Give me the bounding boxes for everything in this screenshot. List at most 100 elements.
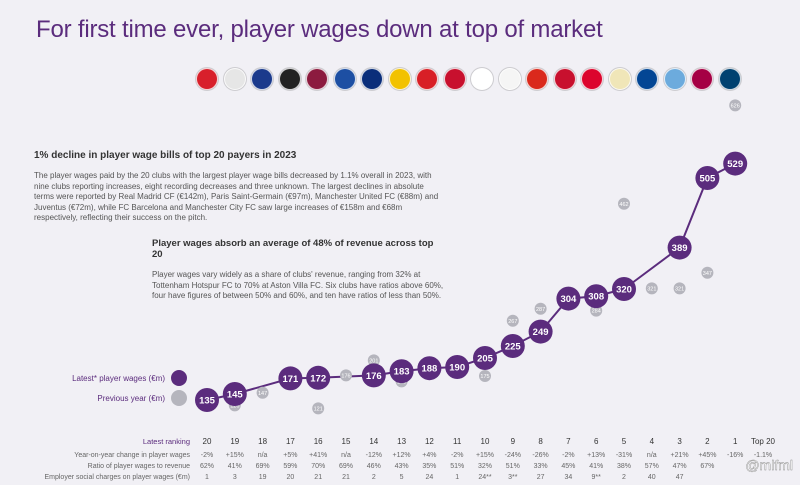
latest-wages-point	[445, 355, 470, 379]
table-cell: -2%	[562, 452, 574, 459]
latest-wages-line	[206, 162, 736, 401]
club-crest-row	[0, 0, 800, 100]
rank-cell: 7	[566, 437, 571, 446]
previous-year-point	[479, 370, 491, 382]
revenue-ratio-section: Player wages absorb an average of 48% of…	[152, 238, 444, 302]
table-cell: 21	[314, 474, 322, 481]
table-cell: -31%	[616, 452, 632, 459]
leicester-crest-icon	[333, 68, 356, 90]
rank-cell: Top 20	[751, 437, 776, 446]
latest-wages-label: 135	[199, 396, 216, 407]
latest-wages-label: 205	[477, 354, 494, 365]
table-cell: 45%	[561, 463, 575, 470]
section-body: The player wages paid by the 20 clubs wi…	[34, 171, 439, 222]
table-cell: 19	[259, 474, 267, 481]
previous-year-label: 147	[258, 391, 267, 397]
previous-year-label: 284	[592, 309, 601, 315]
latest-wages-point	[278, 366, 303, 391]
legend-previous-swatch	[171, 390, 187, 406]
previous-year-label: 126	[230, 403, 239, 409]
latest-wages-label: 176	[366, 371, 382, 382]
table-cell: 67%	[700, 463, 714, 470]
previous-year-label: 176	[341, 373, 350, 379]
previous-year-point	[506, 314, 519, 327]
previous-year-label: 287	[536, 307, 545, 313]
latest-wages-point	[361, 363, 386, 388]
table-cell: 21	[342, 474, 350, 481]
inter-crest-icon	[361, 68, 383, 90]
table-cell: n/a	[647, 452, 657, 459]
rank-cell: 15	[342, 437, 351, 446]
everton-crest-icon	[251, 68, 273, 90]
table-cell: +4%	[422, 452, 436, 459]
table-cell: 24	[426, 474, 434, 481]
table-cell: 41%	[589, 463, 603, 470]
stats-table: 20 19 18 17 16 15 14 13 12 11 10 9 8 7 6 5 4 3 2 1 Top 20-2%…	[200, 437, 776, 481]
table-cell: 27	[537, 474, 545, 481]
rank-cell: 11	[453, 437, 462, 446]
table-cell: +41%	[309, 452, 327, 459]
latest-wages-point	[222, 382, 247, 406]
rank-cell: 10	[481, 437, 490, 446]
previous-year-label: 321	[647, 286, 656, 292]
previous-year-point	[534, 302, 547, 315]
table-cell: 2	[622, 474, 626, 481]
rank-cell: 13	[397, 437, 406, 446]
latest-wages-label: 320	[616, 285, 632, 296]
rank-cell: 16	[314, 437, 323, 446]
table-cell: 40	[648, 474, 656, 481]
previous-year-label: 267	[508, 319, 517, 325]
table-cell: +13%	[587, 452, 605, 459]
previous-year-point	[701, 266, 714, 279]
latest-wages-point	[723, 151, 748, 176]
table-cell: -2%	[201, 452, 213, 459]
newcastle-crest-icon	[278, 68, 301, 90]
previous-year-label: 201	[369, 358, 378, 364]
table-cell: 59%	[283, 463, 297, 470]
table-cell: 51%	[450, 463, 464, 470]
atletico-crest-icon	[443, 68, 466, 90]
rank-cell: 17	[286, 437, 295, 446]
latest-wages-point	[389, 359, 414, 384]
latest-wages-point	[528, 319, 553, 344]
rank-cell: 8	[538, 437, 543, 446]
table-cell: 69%	[256, 463, 270, 470]
table-cell: 43%	[395, 463, 409, 470]
table-cell: 1	[205, 474, 209, 481]
watermark: @mlfml	[745, 457, 793, 473]
rank-cell: 6	[594, 437, 599, 446]
latest-wages-point	[695, 166, 720, 190]
table-cell: 3**	[508, 474, 518, 481]
latest-wages-point	[306, 365, 331, 390]
table-cell: 38%	[617, 463, 631, 470]
latest-wages-label: 249	[533, 327, 549, 338]
table-cell: +15%	[226, 452, 244, 459]
bayern-crest-icon	[581, 68, 603, 90]
previous-year-point	[340, 369, 352, 382]
table-cell: +45%	[698, 452, 716, 459]
yoy-row-label: Year-on-year change in player wages	[74, 452, 190, 459]
rank-cell: 4	[650, 437, 655, 446]
previous-year-point	[256, 386, 269, 399]
sevilla-crest-icon	[196, 68, 218, 90]
latest-wages-label: 308	[588, 292, 604, 303]
latest-wages-label: 190	[449, 363, 465, 374]
chelsea-crest-icon	[636, 68, 658, 90]
table-cell: 32%	[478, 463, 492, 470]
table-cell: +21%	[671, 452, 689, 459]
table-cell: 3	[233, 474, 237, 481]
latest-wages-point	[584, 284, 609, 309]
rank-cell: 14	[369, 437, 378, 446]
man-united-crest-icon	[526, 68, 548, 90]
table-cell: n/a	[258, 452, 268, 459]
chart-connectors	[206, 162, 736, 401]
table-cell: 5	[400, 474, 404, 481]
table-cell: -24%	[505, 452, 521, 459]
table-cell: -12%	[366, 452, 382, 459]
legend-previous-label: Previous year (€m)	[97, 394, 165, 403]
page-title: For first time ever, player wages down a…	[36, 16, 603, 43]
summary-section: 1% decline in player wage bills of top 2…	[34, 150, 444, 224]
table-cell: -16%	[727, 452, 743, 459]
rank-cell: 12	[425, 437, 434, 446]
